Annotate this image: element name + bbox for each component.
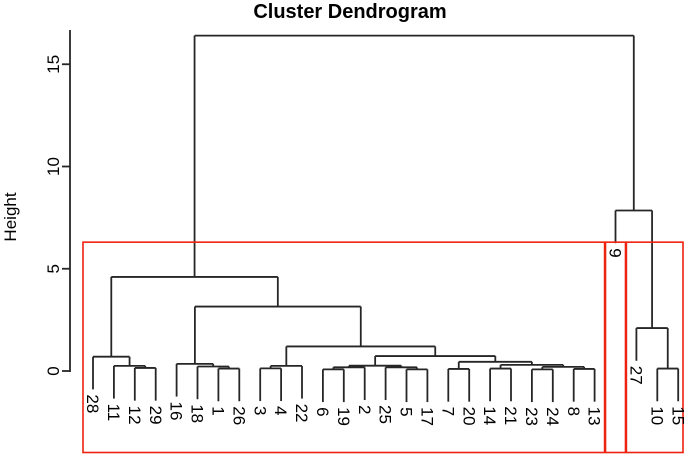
leaf-label: 4: [271, 406, 290, 415]
leaf-label: 24: [543, 407, 562, 426]
leaf-label: 8: [564, 407, 583, 416]
leaf-label: 28: [83, 394, 102, 413]
leaf-label: 5: [397, 407, 416, 416]
leaf-label: 14: [480, 406, 499, 425]
chart-title: Cluster Dendrogram: [253, 1, 446, 23]
leaf-label: 29: [146, 406, 165, 425]
leaf-label: 21: [501, 406, 520, 425]
leaf-label: 12: [125, 406, 144, 425]
leaf-label: 1: [208, 406, 227, 415]
leaf-label: 15: [668, 406, 685, 425]
leaf-label: 18: [188, 404, 207, 423]
cluster-rect: [625, 241, 684, 454]
cluster-rect: [82, 241, 606, 454]
cluster-rectangles: [82, 241, 684, 454]
leaf-label: 22: [292, 404, 311, 423]
y-axis: 0 5 10 15: [44, 30, 71, 376]
y-tick-label: 0: [44, 366, 63, 375]
cluster-rect: [604, 241, 627, 454]
leaf-label: 26: [229, 406, 248, 425]
y-tick-label: 10: [44, 157, 63, 176]
leaf-label: 25: [376, 405, 395, 424]
leaf-label: 23: [522, 407, 541, 426]
y-tick-label: 5: [44, 264, 63, 273]
leaf-label: 3: [250, 406, 269, 415]
dendrogram-tree: [92, 34, 680, 403]
y-axis-label: Height: [1, 192, 20, 241]
leaf-label: 6: [313, 407, 332, 416]
leaf-label: 17: [417, 407, 436, 426]
leaf-label: 20: [459, 407, 478, 426]
leaf-label: 2: [355, 405, 374, 414]
leaf-label: 27: [626, 366, 645, 385]
leaf-label: 11: [104, 404, 123, 422]
leaf-label: 7: [438, 407, 457, 416]
y-tick-label: 15: [44, 55, 63, 74]
leaf-label: 9: [606, 248, 625, 257]
leaf-label: 13: [585, 407, 604, 426]
leaf-label: 16: [167, 402, 186, 421]
leaf-label: 19: [334, 407, 353, 426]
leaf-label: 10: [647, 406, 666, 425]
